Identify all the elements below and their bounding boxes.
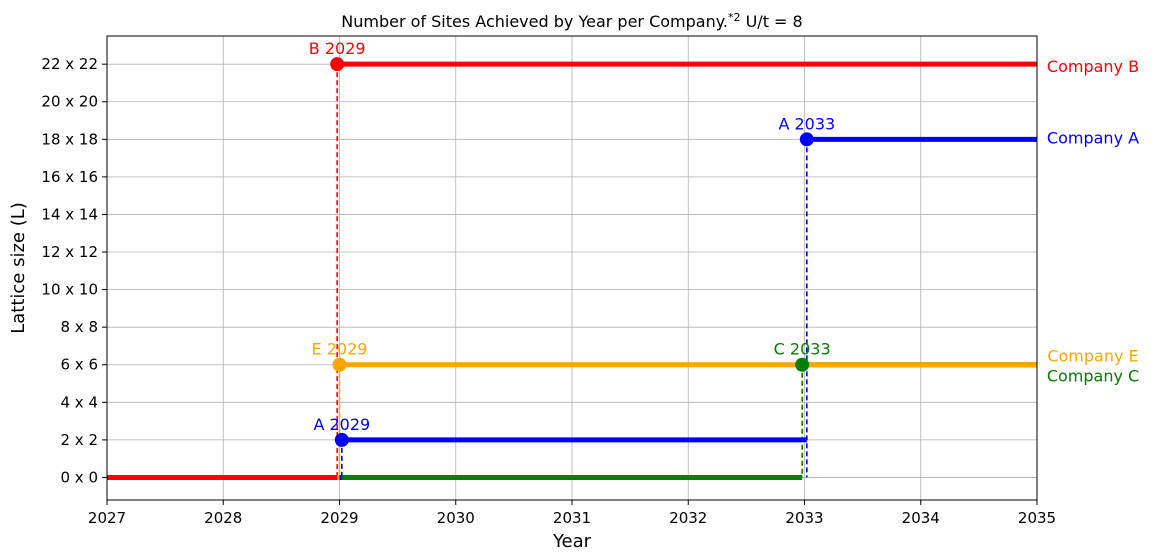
x-tick-label: 2035 [1018, 509, 1056, 527]
y-tick-label: 10 x 10 [41, 281, 98, 299]
x-tick-label: 2027 [88, 509, 126, 527]
y-tick-label: 6 x 6 [61, 356, 99, 374]
x-tick-label: 2033 [785, 509, 823, 527]
x-tick-label: 2031 [553, 509, 591, 527]
y-axis-ticks: 0 x 0 2 x 2 4 x 4 6 x 6 8 x 8 10 x 10 12 x 12 1… [41, 55, 107, 486]
data-point-label: A 2033 [778, 114, 835, 133]
data-point-marker [795, 357, 810, 372]
data-point-label: A 2029 [313, 415, 370, 434]
series-end-label: Company E [1047, 347, 1138, 366]
series-end-label: Company A [1047, 128, 1139, 147]
x-tick-label: 2034 [902, 509, 940, 527]
y-axis-title: Lattice size (L) [8, 202, 29, 334]
y-tick-label: 4 x 4 [61, 393, 99, 411]
x-tick-label: 2030 [437, 509, 475, 527]
chart-title-main: Number of Sites Achieved by Year per Com… [341, 12, 728, 31]
x-axis-ticks: 2027 2028 2029 2030 2031 2032 2033 2034 2035 [88, 500, 1056, 527]
x-tick-label: 2028 [204, 509, 242, 527]
x-tick-label: 2029 [320, 509, 358, 527]
y-tick-label: 18 x 18 [41, 130, 98, 148]
dashed-drop-lines [336, 64, 808, 478]
x-tick-label: 2032 [669, 509, 707, 527]
chart-title: Number of Sites Achieved by Year per Com… [341, 11, 802, 31]
data-point-label: E 2029 [312, 340, 368, 359]
y-tick-label: 14 x 14 [41, 205, 98, 223]
data-point-label: C 2033 [774, 340, 831, 359]
y-tick-label: 2 x 2 [61, 431, 99, 449]
grid-lines [106, 36, 1038, 500]
data-point-label: B 2029 [309, 39, 366, 58]
x-axis-title: Year [552, 531, 592, 552]
series-lines [107, 61, 1037, 480]
data-point-marker [332, 357, 347, 372]
y-tick-label: 0 x 0 [61, 468, 99, 486]
y-tick-label: 16 x 16 [41, 168, 98, 186]
y-tick-label: 20 x 20 [41, 93, 98, 111]
data-point-marker [334, 432, 349, 447]
chart-title-suffix: U/t = 8 [741, 12, 803, 31]
data-point-marker [330, 57, 345, 72]
y-tick-label: 12 x 12 [41, 243, 98, 261]
y-tick-label: 22 x 22 [41, 55, 98, 73]
y-tick-label: 8 x 8 [61, 318, 99, 336]
data-point-marker [799, 132, 814, 147]
point-labels: C 2033 A 2029 A 2033 E 2029 B 2029 [309, 39, 835, 434]
series-markers [330, 57, 814, 447]
chart-title-superscript: *2 [728, 11, 741, 24]
series-end-label: Company C [1047, 367, 1139, 386]
series-end-label: Company B [1047, 57, 1139, 76]
